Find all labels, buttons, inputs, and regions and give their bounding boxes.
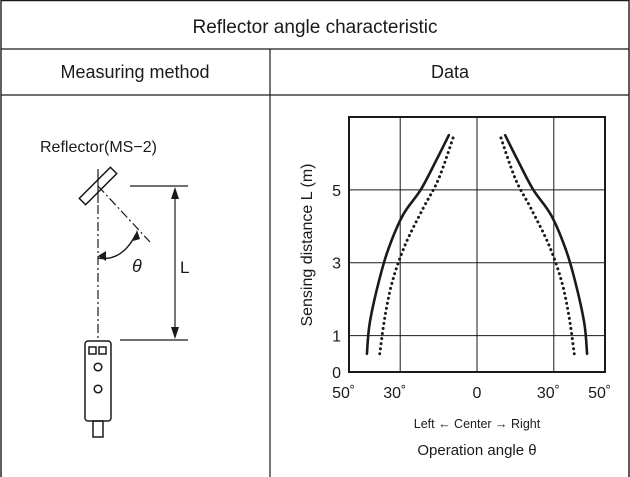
sensor-cable bbox=[92, 420, 104, 438]
sensor-indicator-2 bbox=[98, 346, 107, 355]
sensor-icon bbox=[84, 340, 112, 438]
dimension-arrow-top bbox=[171, 187, 179, 199]
x-tick-label: 30゜ bbox=[537, 384, 571, 402]
sensor-knob-1 bbox=[93, 362, 103, 372]
y-tick-label: 3 bbox=[332, 256, 341, 273]
chart-tick-labels: 50゜ 30゜ 0 30゜ 50゜ 0 1 3 5 bbox=[332, 183, 622, 402]
y-tick-label: 5 bbox=[332, 183, 341, 200]
x-tick-label: 30゜ bbox=[383, 384, 417, 402]
series-line-dotted-right bbox=[498, 133, 576, 356]
dimension-arrow-bottom bbox=[171, 327, 179, 339]
data-header: Data bbox=[431, 62, 470, 82]
x-tick-label: 0 bbox=[473, 385, 482, 402]
y-tick-label: 1 bbox=[332, 329, 341, 346]
series-line-solid-right bbox=[503, 133, 589, 356]
chart-grid bbox=[349, 117, 605, 372]
table-title: Reflector angle characteristic bbox=[193, 17, 438, 38]
x-tick-label: 50゜ bbox=[332, 384, 366, 402]
plot-frame bbox=[348, 116, 606, 373]
angle-arc-arrowhead bbox=[133, 230, 140, 241]
series-line-dotted-left bbox=[378, 133, 456, 356]
y-tick-label: 0 bbox=[332, 365, 341, 382]
x-axis-label: Operation angle θ bbox=[417, 442, 536, 459]
theta-label: θ bbox=[132, 256, 142, 276]
chart-series bbox=[365, 133, 589, 356]
x-axis-direction-note: Left ← Center → Right bbox=[414, 417, 541, 431]
reflector-label: Reflector(MS−2) bbox=[40, 139, 157, 156]
y-axis-label: Sensing distance L (m) bbox=[299, 163, 316, 326]
x-tick-label: 50゜ bbox=[588, 384, 622, 402]
distance-dimension bbox=[120, 185, 188, 341]
sensor-knob-2 bbox=[93, 384, 103, 394]
distance-label: L bbox=[180, 258, 189, 277]
series-line-solid-left bbox=[365, 133, 451, 356]
measuring-diagram: Reflector(MS−2) θ L bbox=[40, 139, 189, 438]
reflector-angle-chart: 50゜ 30゜ 0 30゜ 50゜ 0 1 3 5 Sensing distance L (m)… bbox=[299, 116, 622, 459]
angle-arc-arrowtail bbox=[98, 251, 106, 261]
measuring-method-header: Measuring method bbox=[60, 62, 209, 82]
sensor-indicator-1 bbox=[88, 346, 97, 355]
reflector-normal-line bbox=[97, 185, 151, 243]
